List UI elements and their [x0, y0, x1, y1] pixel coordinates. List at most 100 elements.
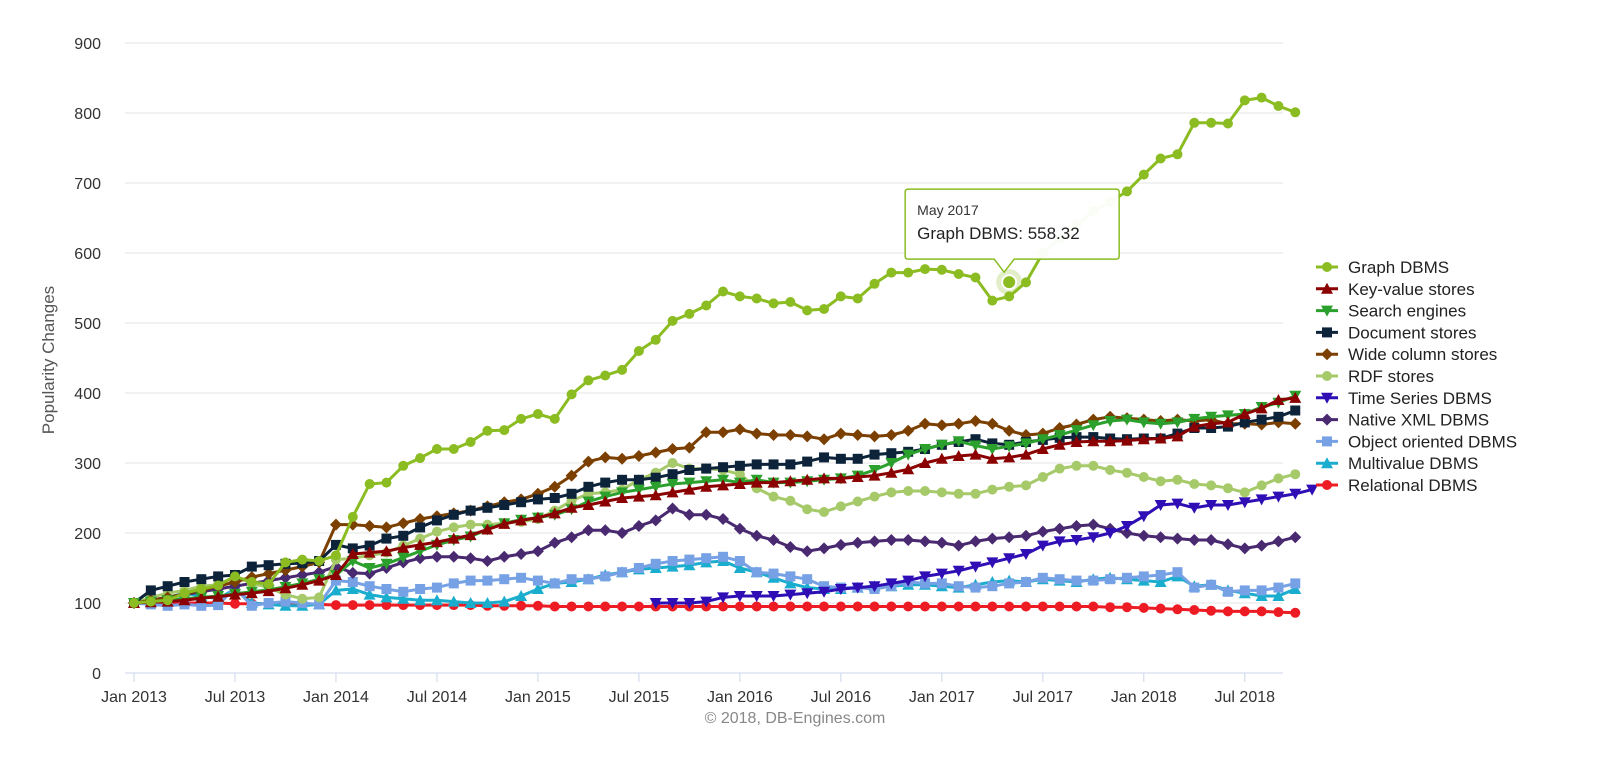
data-point-rdf-stores[interactable] — [835, 501, 846, 512]
data-point-time-series-dbms[interactable] — [986, 557, 999, 569]
data-point-time-series-dbms[interactable] — [1019, 549, 1032, 560]
data-point-key-value-stores[interactable] — [430, 536, 443, 548]
legend-item-document-stores[interactable]: Document stores — [1316, 323, 1477, 342]
data-point-time-series-dbms[interactable] — [1255, 494, 1268, 506]
data-point-rdf-stores[interactable] — [1172, 474, 1183, 485]
data-point-native-xml-dbms[interactable] — [1003, 531, 1016, 544]
data-point-key-value-stores[interactable] — [1188, 420, 1201, 432]
data-point-relational-dbms[interactable] — [852, 601, 863, 612]
data-point-relational-dbms[interactable] — [1239, 606, 1250, 617]
data-point-graph-dbms[interactable] — [465, 437, 476, 447]
data-point-key-value-stores[interactable] — [1070, 436, 1083, 447]
legend-item-relational-dbms[interactable]: Relational DBMS — [1316, 476, 1477, 495]
data-point-document-stores[interactable] — [1290, 405, 1301, 416]
data-point-native-xml-dbms[interactable] — [717, 513, 730, 525]
data-point-document-stores[interactable] — [583, 481, 594, 492]
data-point-key-value-stores[interactable] — [531, 511, 544, 523]
data-point-document-stores[interactable] — [566, 488, 577, 499]
data-point-multivalue-dbms[interactable] — [363, 588, 376, 600]
data-point-rdf-stores[interactable] — [785, 495, 796, 506]
data-point-native-xml-dbms[interactable] — [515, 548, 528, 560]
data-point-document-stores[interactable] — [162, 581, 173, 592]
data-point-rdf-stores[interactable] — [936, 487, 947, 498]
data-point-relational-dbms[interactable] — [1121, 602, 1132, 613]
data-point-multivalue-dbms[interactable] — [498, 595, 511, 607]
series-line-relational-dbms[interactable] — [132, 601, 1297, 615]
data-point-wide-column-stores[interactable] — [935, 419, 948, 432]
data-point-graph-dbms[interactable] — [196, 584, 207, 594]
data-point-relational-dbms[interactable] — [768, 601, 779, 612]
data-point-time-series-dbms[interactable] — [1306, 484, 1319, 496]
data-point-graph-dbms[interactable] — [1290, 107, 1301, 118]
data-point-rdf-stores[interactable] — [903, 486, 914, 496]
data-point-graph-dbms[interactable] — [415, 453, 426, 464]
data-point-graph-dbms[interactable] — [1020, 277, 1031, 288]
data-point-object-oriented-dbms[interactable] — [734, 556, 745, 566]
data-point-rdf-stores[interactable] — [1054, 463, 1065, 474]
data-point-search-engines[interactable] — [919, 444, 932, 455]
data-point-native-xml-dbms[interactable] — [430, 550, 443, 563]
data-point-multivalue-dbms[interactable] — [784, 577, 797, 589]
data-point-multivalue-dbms[interactable] — [447, 595, 460, 607]
data-point-object-oriented-dbms[interactable] — [246, 600, 257, 611]
data-point-time-series-dbms[interactable] — [1053, 536, 1066, 548]
data-point-document-stores[interactable] — [145, 585, 156, 596]
data-point-document-stores[interactable] — [600, 477, 611, 488]
data-point-rdf-stores[interactable] — [431, 526, 442, 537]
data-point-time-series-dbms[interactable] — [868, 581, 881, 593]
data-point-object-oriented-dbms[interactable] — [650, 558, 661, 569]
data-point-wide-column-stores[interactable] — [397, 517, 410, 530]
data-point-graph-dbms[interactable] — [1138, 169, 1149, 180]
data-point-relational-dbms[interactable] — [903, 601, 914, 612]
data-point-document-stores[interactable] — [1256, 414, 1267, 425]
data-point-time-series-dbms[interactable] — [885, 578, 898, 590]
data-point-key-value-stores[interactable] — [733, 478, 746, 489]
data-point-document-stores[interactable] — [684, 465, 695, 475]
data-point-document-stores[interactable] — [263, 560, 274, 571]
data-point-rdf-stores[interactable] — [314, 592, 325, 603]
data-point-key-value-stores[interactable] — [683, 483, 696, 495]
data-point-rdf-stores[interactable] — [667, 458, 678, 468]
data-point-search-engines[interactable] — [1205, 411, 1218, 423]
data-point-object-oriented-dbms[interactable] — [785, 571, 796, 582]
data-point-relational-dbms[interactable] — [549, 601, 560, 612]
data-point-native-xml-dbms[interactable] — [834, 538, 847, 551]
data-point-search-engines[interactable] — [1019, 438, 1032, 450]
data-point-time-series-dbms[interactable] — [818, 586, 831, 598]
data-point-document-stores[interactable] — [246, 561, 257, 572]
data-point-graph-dbms[interactable] — [920, 264, 931, 275]
data-point-object-oriented-dbms[interactable] — [802, 574, 813, 585]
data-point-key-value-stores[interactable] — [1205, 417, 1218, 429]
data-point-graph-dbms[interactable] — [650, 334, 661, 345]
data-point-search-engines[interactable] — [1171, 417, 1184, 429]
data-point-rdf-stores[interactable] — [1256, 480, 1267, 491]
data-point-graph-dbms[interactable] — [970, 272, 981, 283]
data-point-object-oriented-dbms[interactable] — [583, 574, 594, 585]
data-point-multivalue-dbms[interactable] — [683, 559, 696, 571]
data-point-graph-dbms[interactable] — [330, 550, 341, 561]
data-point-relational-dbms[interactable] — [1222, 606, 1233, 617]
data-point-native-xml-dbms[interactable] — [565, 531, 578, 544]
data-point-key-value-stores[interactable] — [414, 538, 427, 550]
data-point-time-series-dbms[interactable] — [1289, 488, 1302, 500]
data-point-relational-dbms[interactable] — [229, 598, 240, 609]
data-point-search-engines[interactable] — [649, 481, 662, 493]
data-point-native-xml-dbms[interactable] — [1188, 534, 1201, 546]
data-point-wide-column-stores[interactable] — [683, 441, 696, 454]
data-point-document-stores[interactable] — [1239, 417, 1250, 428]
data-point-multivalue-dbms[interactable] — [1154, 576, 1167, 587]
data-point-object-oriented-dbms[interactable] — [1071, 575, 1082, 586]
data-point-rdf-stores[interactable] — [1071, 460, 1082, 471]
data-point-relational-dbms[interactable] — [1256, 606, 1267, 617]
data-point-time-series-dbms[interactable] — [851, 582, 864, 594]
data-point-key-value-stores[interactable] — [498, 517, 511, 529]
data-point-graph-dbms[interactable] — [381, 477, 392, 488]
data-point-rdf-stores[interactable] — [886, 487, 897, 498]
data-point-key-value-stores[interactable] — [1036, 443, 1049, 454]
series-line-search-engines[interactable] — [132, 394, 1297, 605]
data-point-rdf-stores[interactable] — [1020, 480, 1031, 491]
data-point-search-engines[interactable] — [380, 558, 393, 570]
data-point-graph-dbms[interactable] — [347, 511, 358, 522]
data-point-key-value-stores[interactable] — [464, 529, 477, 541]
data-point-search-engines[interactable] — [1104, 416, 1117, 427]
